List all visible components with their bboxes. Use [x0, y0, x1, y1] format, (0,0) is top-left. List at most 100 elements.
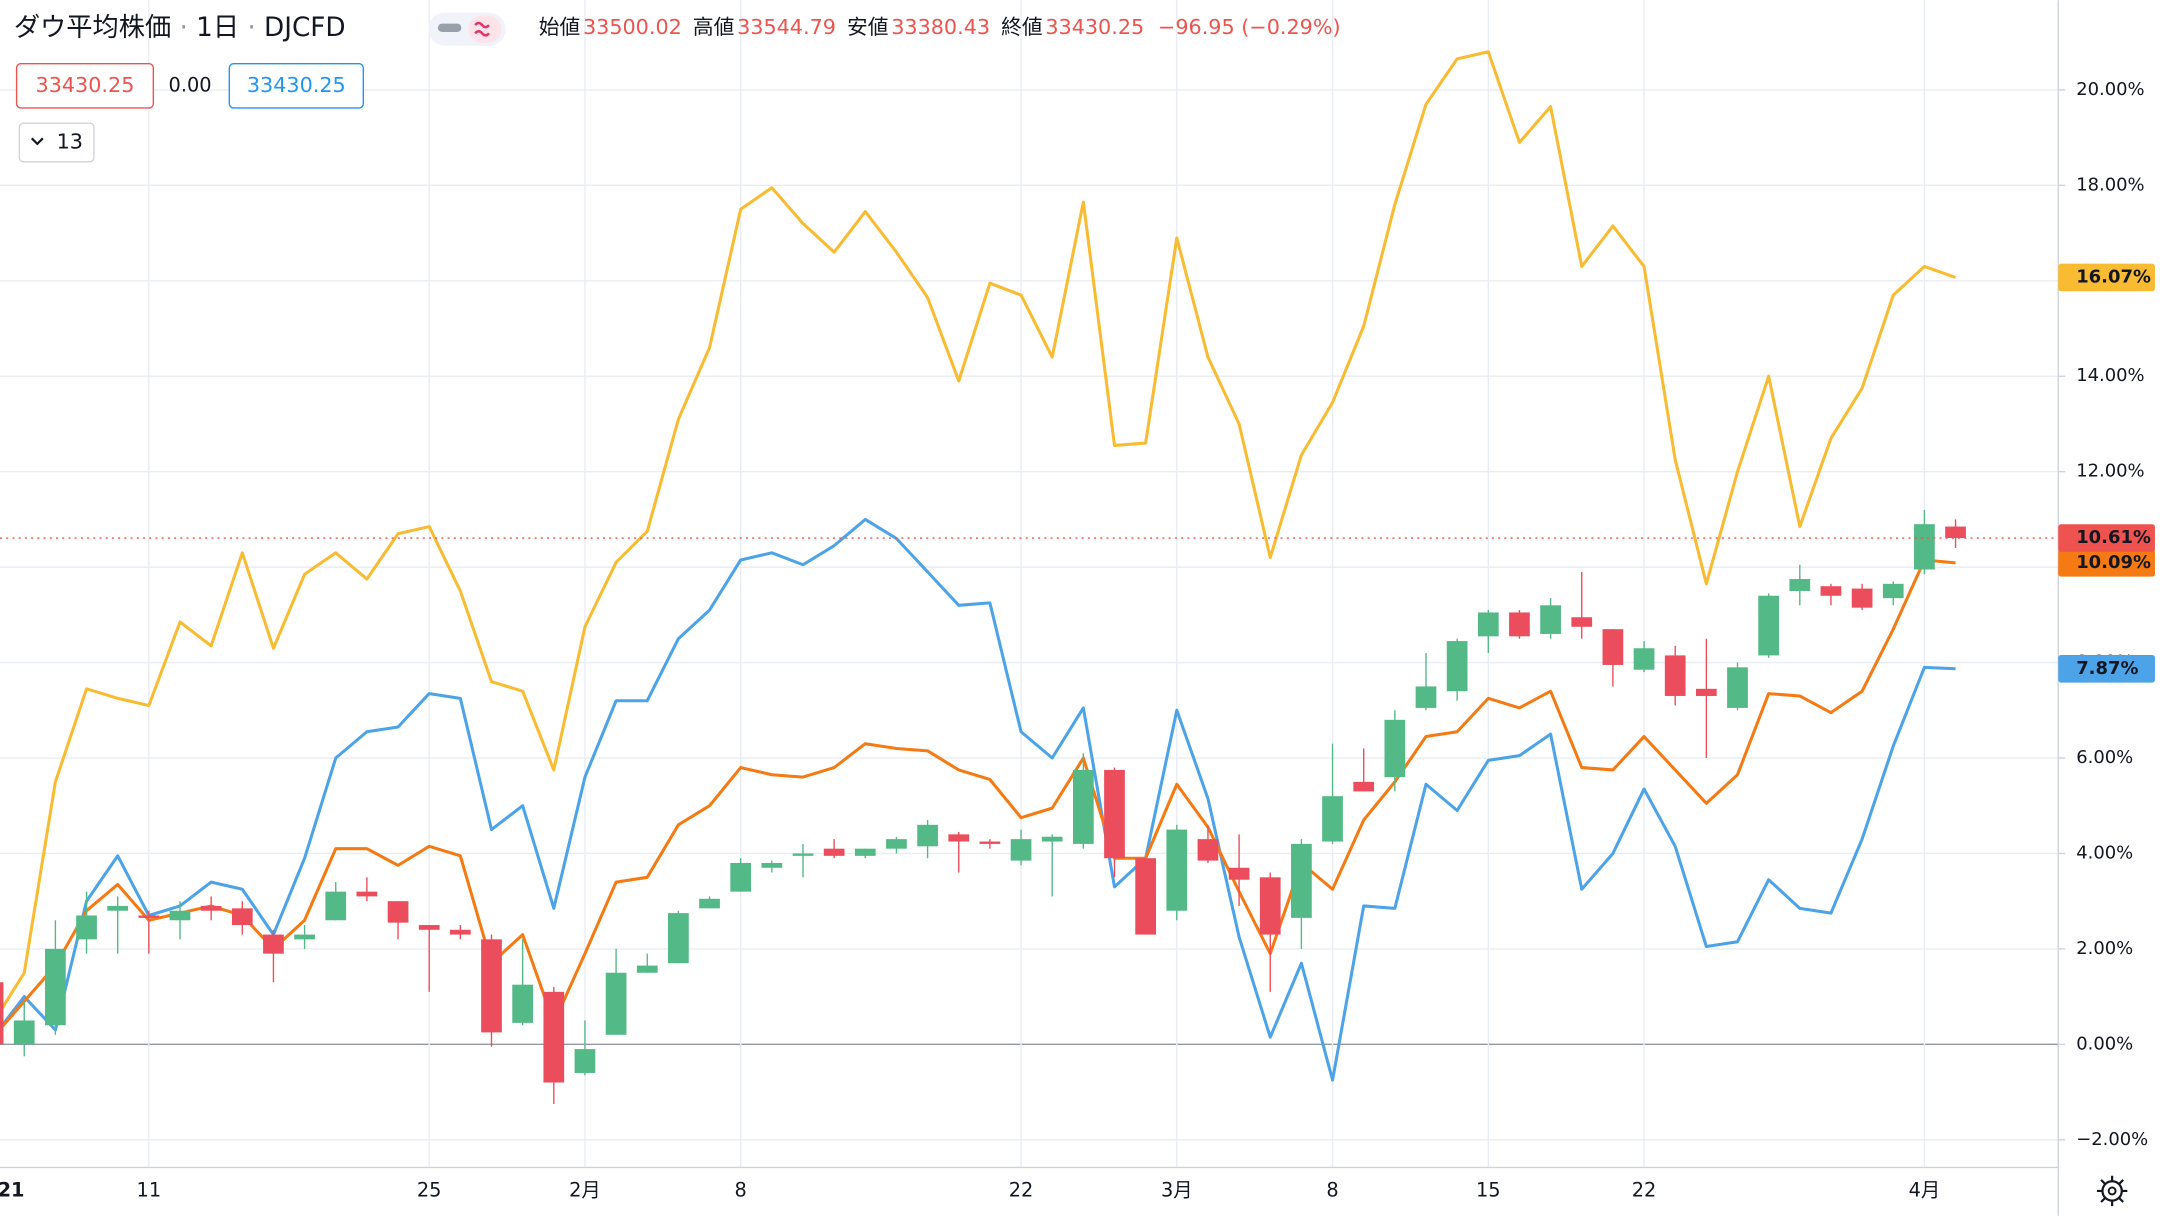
candle-body	[512, 984, 534, 1023]
candle-body	[1477, 612, 1499, 637]
candle-body	[1415, 686, 1437, 708]
candle-body	[1353, 781, 1375, 792]
indicator-count: 13	[57, 129, 83, 153]
x-tick-label: 25	[417, 1178, 442, 1201]
candle-body	[1041, 836, 1063, 842]
candle-body	[0, 982, 4, 1045]
candle-body	[668, 913, 689, 964]
interval: 1日	[196, 12, 239, 42]
x-tick-label: 22	[1009, 1178, 1034, 1201]
y-tick-label: −2.00%	[2076, 1129, 2148, 1150]
price-badge-label: 10.61%	[2076, 527, 2151, 548]
change: −96.95 (−0.29%)	[1158, 15, 1341, 39]
candle-body	[1789, 579, 1811, 591]
candle-body	[1010, 839, 1032, 861]
candle-body	[605, 972, 627, 1035]
candle-body	[1197, 839, 1219, 861]
y-tick-label: 20.00%	[2076, 79, 2144, 100]
price-badge	[2058, 654, 2155, 683]
x-tick-label: 2月	[569, 1178, 601, 1201]
symbol: ダウ平均株価	[14, 12, 171, 42]
ohlc: 始値 33500.02 高値 33544.79 安値 33380.43 終値 33430.25…	[539, 15, 1341, 39]
candle-body	[231, 908, 253, 926]
candle-body	[45, 948, 66, 1026]
candle-body	[356, 891, 378, 897]
y-tick-label: 2.00%	[2076, 938, 2133, 959]
x-tick-label: 4月	[1909, 1178, 1941, 1201]
x-tick-label: 15	[1476, 1178, 1501, 1201]
y-tick-label: 18.00%	[2076, 174, 2144, 195]
bid-box[interactable]	[15, 63, 155, 109]
comparison-line	[0, 50, 1957, 1015]
candle-body	[1259, 877, 1281, 935]
candle-body	[1291, 843, 1312, 918]
x-tick-label: 22	[1632, 1178, 1657, 1201]
ohlc-value: 33380.43	[891, 15, 990, 39]
candle-body	[699, 898, 720, 909]
candle-body	[138, 915, 160, 918]
candle-body	[1664, 655, 1686, 696]
y-tick-label: 12.00%	[2076, 461, 2144, 482]
x-tick-label: 21	[0, 1178, 25, 1201]
settings-icon[interactable]	[2096, 1175, 2128, 1207]
candle-body	[107, 905, 129, 911]
candle-body	[1602, 629, 1624, 665]
candle-body	[481, 939, 502, 1033]
candle-body	[1509, 612, 1530, 637]
candle-body	[761, 862, 783, 868]
price-badge-label: 16.07%	[2076, 266, 2151, 287]
x-tick-label: 8	[1326, 1178, 1338, 1201]
candle-body	[1633, 648, 1655, 670]
axes: −2.00%0.00%2.00%4.00%6.00%8.00%10.00%12.…	[0, 79, 2155, 1201]
x-tick-label: 11	[137, 1178, 162, 1201]
candle-body	[948, 834, 970, 842]
ask-box[interactable]	[228, 63, 364, 109]
candle-body	[886, 839, 907, 849]
candle-body	[917, 824, 938, 847]
candle-body	[1758, 595, 1780, 656]
indicator-toggle[interactable]	[18, 122, 95, 163]
candle-body	[1851, 588, 1873, 608]
price-badge	[2058, 263, 2155, 292]
candle-body	[1820, 586, 1842, 596]
plot	[0, 50, 2059, 1104]
series-icon[interactable]	[428, 12, 506, 46]
candle-body	[1446, 641, 1468, 692]
exchange: DJCFD	[264, 12, 346, 42]
candle-body	[979, 841, 1001, 844]
price-badge	[2058, 524, 2155, 552]
candle-body	[1104, 769, 1125, 859]
candle-body	[1166, 829, 1188, 911]
candle-body	[1882, 583, 1904, 599]
candle-body	[854, 848, 876, 856]
header-title: ダウ平均株価 · 1日 · DJCFD	[14, 12, 346, 42]
ohlc-label: 安値	[847, 15, 888, 39]
price-badge	[2058, 549, 2155, 577]
candle-body	[1727, 667, 1748, 708]
candle-body	[1384, 719, 1406, 778]
ohlc-value: 33430.25	[1045, 15, 1144, 39]
y-tick-label: 4.00%	[2076, 842, 2133, 863]
candle-body	[13, 1020, 35, 1045]
candle-body	[1135, 858, 1157, 935]
bid: 33430.25	[36, 73, 135, 97]
candle-body	[636, 965, 658, 973]
comparison-line	[0, 517, 1956, 1082]
candle-body	[449, 929, 471, 935]
candle-body	[574, 1049, 596, 1073]
y-tick-label: 14.00%	[2076, 365, 2144, 386]
candle-body	[325, 891, 347, 921]
separator: ·	[247, 12, 255, 42]
candle-body	[1695, 688, 1717, 696]
candle-body	[418, 925, 440, 930]
candle-body	[792, 853, 814, 856]
separator: ·	[180, 12, 188, 42]
candle-body	[387, 901, 409, 923]
candle-body	[1228, 867, 1250, 880]
candle-body	[730, 862, 752, 892]
chevron	[30, 137, 44, 146]
ohlc-label: 始値	[539, 15, 580, 39]
candle-body	[294, 934, 315, 940]
y-tick-label: 0.00%	[2076, 1033, 2133, 1054]
